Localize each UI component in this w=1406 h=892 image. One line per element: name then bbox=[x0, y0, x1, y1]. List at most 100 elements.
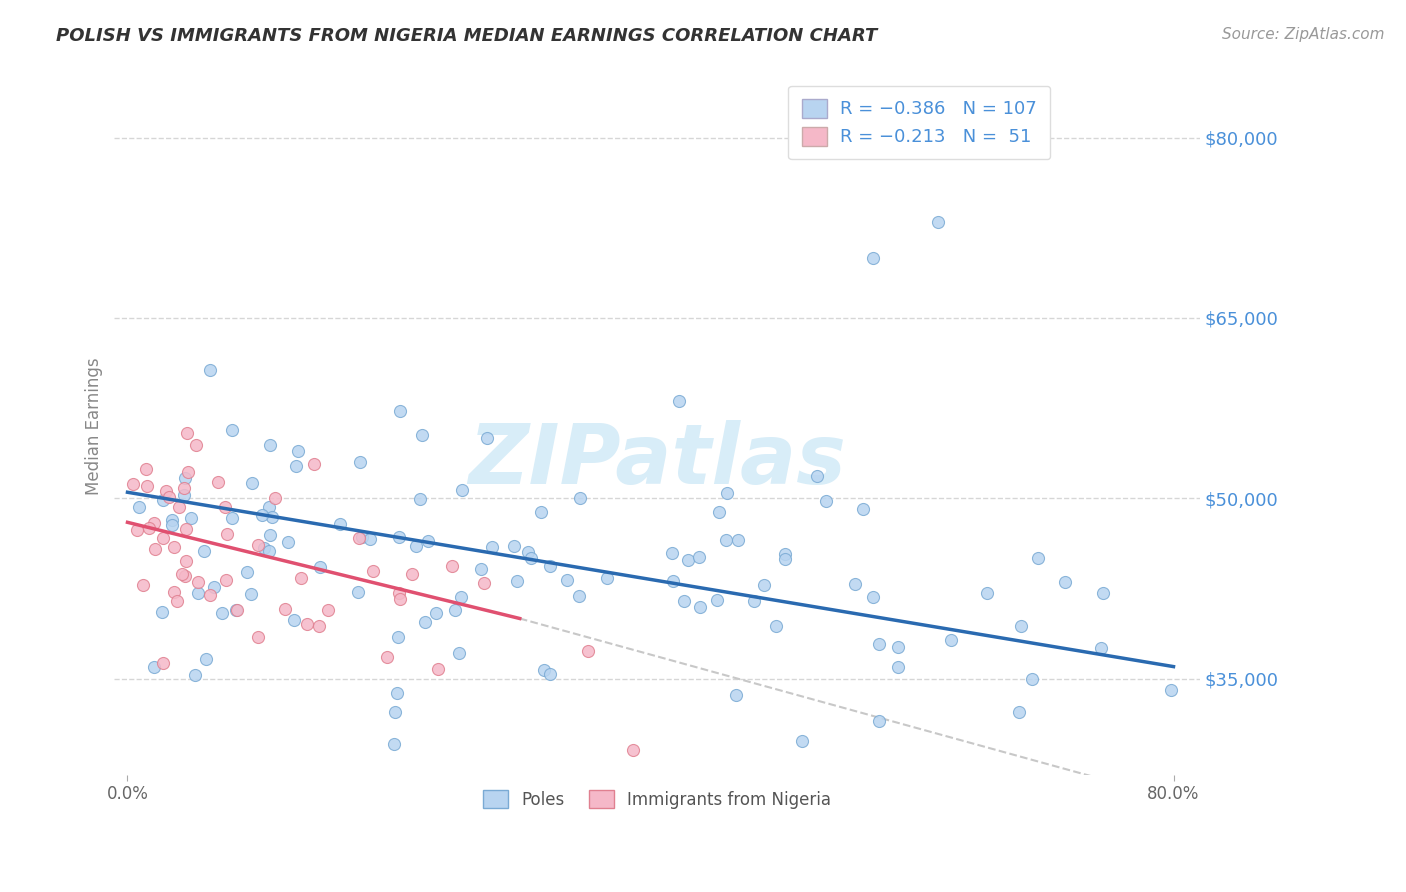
Point bbox=[173, 481, 195, 495]
Point bbox=[387, 630, 409, 644]
Point bbox=[401, 566, 423, 581]
Point bbox=[259, 527, 281, 541]
Point bbox=[661, 546, 683, 560]
Point bbox=[214, 500, 236, 514]
Point bbox=[1010, 619, 1032, 633]
Point bbox=[815, 494, 838, 508]
Point bbox=[887, 640, 910, 655]
Point bbox=[405, 539, 427, 553]
Point bbox=[174, 569, 197, 583]
Point bbox=[184, 438, 207, 452]
Point bbox=[297, 617, 319, 632]
Point bbox=[247, 538, 270, 552]
Point bbox=[184, 668, 207, 682]
Point bbox=[754, 578, 776, 592]
Point bbox=[976, 586, 998, 600]
Point bbox=[408, 491, 430, 506]
Point bbox=[132, 578, 155, 592]
Point bbox=[481, 540, 503, 554]
Point bbox=[155, 484, 177, 499]
Point bbox=[152, 493, 174, 508]
Point bbox=[1028, 550, 1050, 565]
Point bbox=[475, 431, 498, 445]
Point bbox=[927, 215, 949, 229]
Point bbox=[142, 516, 165, 530]
Point bbox=[160, 518, 183, 533]
Point bbox=[568, 590, 591, 604]
Point bbox=[207, 475, 229, 489]
Point bbox=[202, 580, 225, 594]
Point bbox=[346, 585, 368, 599]
Point bbox=[290, 570, 312, 584]
Point bbox=[221, 511, 243, 525]
Point bbox=[193, 543, 215, 558]
Point bbox=[389, 592, 412, 607]
Point bbox=[163, 585, 186, 599]
Text: ZIPatlas: ZIPatlas bbox=[468, 420, 846, 501]
Point bbox=[152, 657, 174, 671]
Point bbox=[517, 545, 540, 559]
Point bbox=[125, 523, 148, 537]
Point bbox=[359, 532, 381, 546]
Point bbox=[506, 574, 529, 588]
Point bbox=[302, 457, 325, 471]
Point bbox=[576, 643, 599, 657]
Point bbox=[316, 603, 339, 617]
Point bbox=[1021, 672, 1043, 686]
Point bbox=[277, 534, 299, 549]
Point bbox=[384, 705, 406, 719]
Point bbox=[150, 605, 173, 619]
Point bbox=[621, 743, 644, 757]
Point bbox=[1090, 640, 1112, 655]
Point bbox=[668, 394, 690, 409]
Point bbox=[176, 465, 198, 479]
Point bbox=[887, 660, 910, 674]
Point bbox=[187, 575, 209, 590]
Point bbox=[162, 540, 184, 554]
Point bbox=[350, 531, 373, 545]
Point bbox=[387, 685, 409, 699]
Point bbox=[852, 501, 875, 516]
Point bbox=[1007, 705, 1029, 719]
Point bbox=[555, 573, 578, 587]
Point bbox=[724, 688, 747, 702]
Point bbox=[388, 586, 411, 600]
Point bbox=[596, 571, 619, 585]
Point bbox=[862, 590, 884, 604]
Point bbox=[142, 659, 165, 673]
Point bbox=[174, 522, 197, 536]
Point bbox=[806, 469, 828, 483]
Point bbox=[159, 491, 181, 505]
Point bbox=[167, 500, 190, 514]
Point bbox=[790, 734, 813, 748]
Point bbox=[122, 476, 145, 491]
Point bbox=[1092, 586, 1115, 600]
Point bbox=[285, 459, 308, 474]
Point bbox=[274, 601, 297, 615]
Point bbox=[262, 510, 284, 524]
Point bbox=[264, 491, 287, 505]
Point bbox=[389, 404, 412, 418]
Point bbox=[236, 565, 259, 579]
Point bbox=[377, 650, 399, 665]
Text: Source: ZipAtlas.com: Source: ZipAtlas.com bbox=[1222, 27, 1385, 42]
Point bbox=[162, 513, 184, 527]
Point bbox=[503, 539, 526, 553]
Point bbox=[447, 646, 470, 660]
Point bbox=[194, 652, 217, 666]
Point bbox=[451, 483, 474, 497]
Point bbox=[225, 602, 247, 616]
Point bbox=[844, 576, 866, 591]
Point bbox=[143, 541, 166, 556]
Point bbox=[444, 603, 467, 617]
Point bbox=[689, 599, 711, 614]
Point bbox=[176, 553, 198, 567]
Point bbox=[519, 550, 541, 565]
Point bbox=[939, 633, 962, 648]
Point bbox=[240, 587, 263, 601]
Point bbox=[533, 664, 555, 678]
Point bbox=[174, 471, 197, 485]
Point bbox=[257, 544, 280, 558]
Point bbox=[180, 510, 202, 524]
Point bbox=[868, 714, 890, 728]
